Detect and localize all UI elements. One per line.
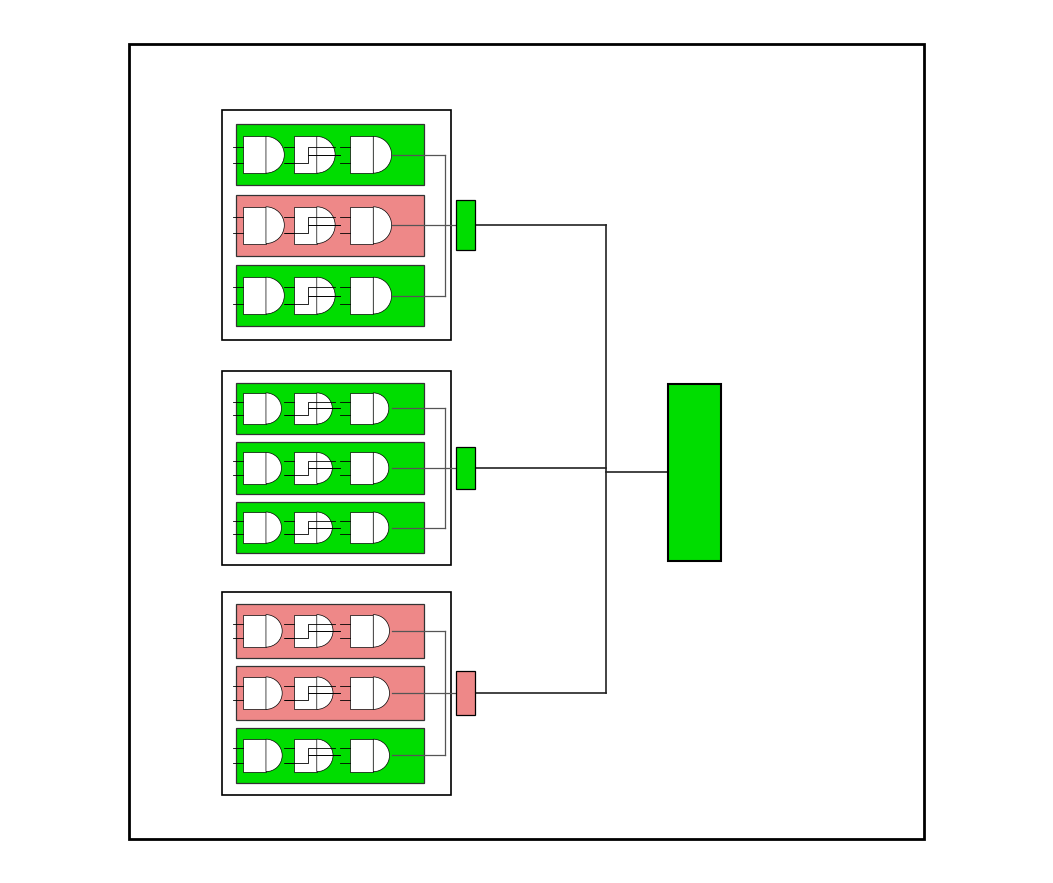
Wedge shape (266, 452, 281, 484)
FancyBboxPatch shape (294, 136, 317, 173)
FancyBboxPatch shape (236, 604, 424, 658)
FancyBboxPatch shape (294, 677, 317, 709)
FancyBboxPatch shape (243, 136, 266, 173)
Wedge shape (317, 393, 333, 424)
Wedge shape (266, 677, 282, 709)
FancyBboxPatch shape (351, 393, 373, 424)
Wedge shape (317, 615, 333, 647)
FancyBboxPatch shape (456, 447, 475, 489)
FancyBboxPatch shape (236, 194, 424, 256)
Wedge shape (373, 452, 389, 484)
Wedge shape (266, 207, 284, 244)
Wedge shape (373, 277, 392, 314)
FancyBboxPatch shape (294, 393, 317, 424)
Wedge shape (266, 277, 284, 314)
FancyBboxPatch shape (351, 452, 373, 484)
FancyBboxPatch shape (294, 739, 317, 772)
FancyBboxPatch shape (243, 277, 266, 314)
FancyBboxPatch shape (351, 677, 373, 709)
FancyBboxPatch shape (351, 136, 373, 173)
Wedge shape (317, 207, 335, 244)
FancyBboxPatch shape (236, 265, 424, 326)
FancyBboxPatch shape (456, 200, 475, 251)
Wedge shape (266, 393, 281, 424)
FancyBboxPatch shape (243, 512, 266, 543)
Wedge shape (317, 452, 333, 484)
FancyBboxPatch shape (236, 728, 424, 782)
FancyBboxPatch shape (351, 512, 373, 543)
FancyBboxPatch shape (294, 207, 317, 244)
FancyBboxPatch shape (236, 442, 424, 494)
FancyBboxPatch shape (236, 502, 424, 554)
FancyBboxPatch shape (243, 677, 266, 709)
Wedge shape (266, 739, 282, 772)
FancyBboxPatch shape (130, 44, 923, 839)
Wedge shape (266, 615, 282, 647)
FancyBboxPatch shape (294, 615, 317, 647)
Wedge shape (317, 277, 335, 314)
FancyBboxPatch shape (222, 371, 452, 565)
FancyBboxPatch shape (236, 382, 424, 434)
FancyBboxPatch shape (294, 452, 317, 484)
FancyBboxPatch shape (351, 207, 373, 244)
Wedge shape (317, 677, 333, 709)
FancyBboxPatch shape (294, 512, 317, 543)
FancyBboxPatch shape (236, 125, 424, 185)
Wedge shape (266, 136, 284, 173)
FancyBboxPatch shape (351, 615, 373, 647)
FancyBboxPatch shape (456, 671, 475, 715)
FancyBboxPatch shape (668, 384, 720, 561)
FancyBboxPatch shape (351, 277, 373, 314)
FancyBboxPatch shape (243, 615, 266, 647)
FancyBboxPatch shape (351, 739, 373, 772)
FancyBboxPatch shape (222, 110, 452, 340)
Wedge shape (373, 136, 392, 173)
FancyBboxPatch shape (243, 739, 266, 772)
FancyBboxPatch shape (243, 207, 266, 244)
FancyBboxPatch shape (222, 592, 452, 795)
Wedge shape (373, 393, 389, 424)
FancyBboxPatch shape (243, 393, 266, 424)
Wedge shape (266, 512, 281, 543)
FancyBboxPatch shape (294, 277, 317, 314)
Wedge shape (373, 207, 392, 244)
Wedge shape (373, 739, 390, 772)
Wedge shape (373, 677, 390, 709)
FancyBboxPatch shape (243, 452, 266, 484)
FancyBboxPatch shape (236, 666, 424, 721)
Wedge shape (373, 512, 389, 543)
Wedge shape (317, 512, 333, 543)
Wedge shape (373, 615, 390, 647)
Wedge shape (317, 136, 335, 173)
Wedge shape (317, 739, 333, 772)
